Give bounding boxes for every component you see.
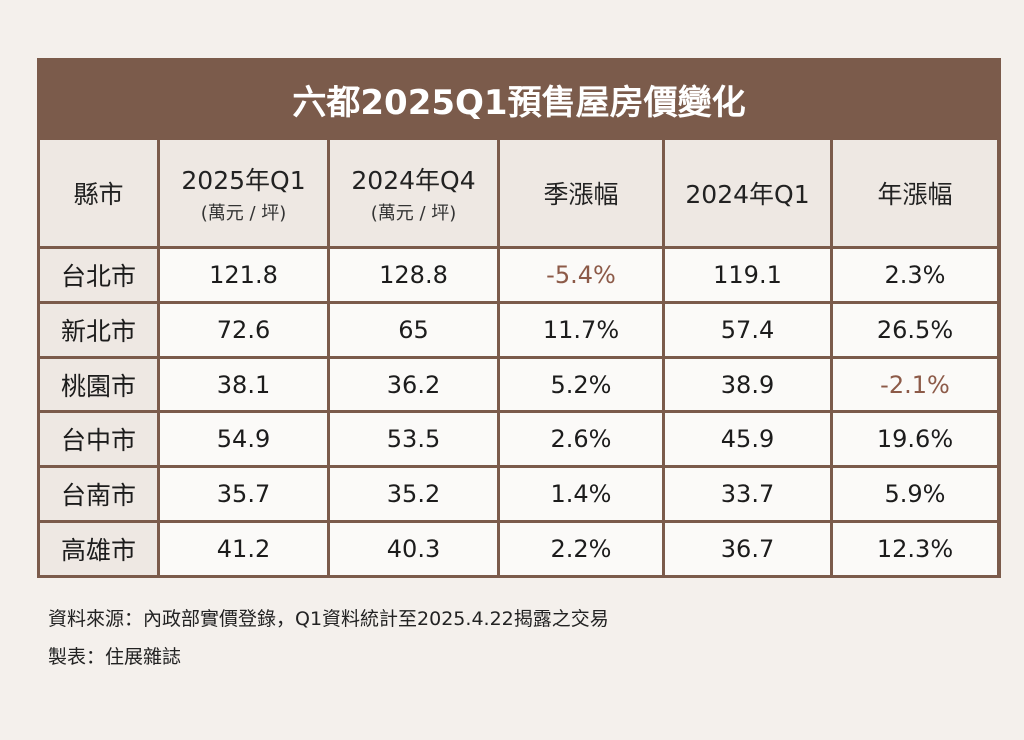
column-header-label: 縣市 (73, 180, 124, 209)
value-cell: 121.8 (160, 249, 327, 301)
value-cell: 72.6 (160, 303, 327, 356)
value-cell: 36.2 (330, 358, 497, 411)
value-cell: 41.2 (160, 523, 327, 575)
value-cell: 38.9 (665, 358, 830, 411)
value-cell: 2.3% (833, 249, 997, 301)
value-cell: 19.6% (833, 413, 997, 466)
value-cell: -5.4% (500, 249, 662, 301)
column-header-label: 年漲幅 (877, 180, 953, 209)
value-cell: 119.1 (665, 249, 830, 301)
city-cell: 桃園市 (40, 358, 157, 411)
column-header: 2024年Q1 (665, 140, 830, 246)
credit-note: 製表：住展雜誌 (48, 646, 182, 668)
value-cell: 128.8 (330, 249, 497, 301)
city-cell: 台中市 (40, 413, 157, 466)
city-cell: 台北市 (40, 249, 157, 301)
source-note: 資料來源：內政部實價登錄，Q1資料統計至2025.4.22揭露之交易 (48, 608, 609, 630)
value-cell: 33.7 (665, 468, 830, 521)
value-cell: 12.3% (833, 523, 997, 575)
value-cell: 5.2% (500, 358, 662, 411)
value-cell: 65 (330, 303, 497, 356)
table-grid: 縣市 2025年Q1 (萬元 / 坪) 2024年Q4 (萬元 / 坪) 季漲幅 2024年… (40, 140, 998, 575)
column-header-label: 2024年Q4 (351, 166, 476, 195)
value-cell: 54.9 (160, 413, 327, 466)
column-header: 縣市 (40, 140, 157, 246)
footer: 資料來源：內政部實價登錄，Q1資料統計至2025.4.22揭露之交易 製表：住展… (48, 600, 609, 676)
column-header-label: 2024年Q1 (685, 180, 810, 209)
column-header-unit: (萬元 / 坪) (370, 203, 457, 224)
city-cell: 高雄市 (40, 523, 157, 575)
column-header-unit: (萬元 / 坪) (200, 203, 287, 224)
value-cell: 35.7 (160, 468, 327, 521)
value-cell: 2.6% (500, 413, 662, 466)
value-cell: 57.4 (665, 303, 830, 356)
value-cell: 36.7 (665, 523, 830, 575)
price-table: 六都2025Q1預售屋房價變化 縣市 2025年Q1 (萬元 / 坪) 2024年Q4… (37, 58, 1001, 578)
column-header: 2025年Q1 (萬元 / 坪) (160, 140, 327, 246)
city-cell: 新北市 (40, 303, 157, 356)
column-header: 年漲幅 (833, 140, 997, 246)
value-cell: 1.4% (500, 468, 662, 521)
column-header-label: 季漲幅 (543, 180, 619, 209)
value-cell: 35.2 (330, 468, 497, 521)
table-title: 六都2025Q1預售屋房價變化 (292, 82, 746, 123)
column-header: 2024年Q4 (萬元 / 坪) (330, 140, 497, 246)
value-cell: -2.1% (833, 358, 997, 411)
value-cell: 2.2% (500, 523, 662, 575)
value-cell: 26.5% (833, 303, 997, 356)
column-header: 季漲幅 (500, 140, 662, 246)
value-cell: 5.9% (833, 468, 997, 521)
value-cell: 38.1 (160, 358, 327, 411)
city-cell: 台南市 (40, 468, 157, 521)
value-cell: 45.9 (665, 413, 830, 466)
value-cell: 11.7% (500, 303, 662, 356)
value-cell: 40.3 (330, 523, 497, 575)
value-cell: 53.5 (330, 413, 497, 466)
column-header-label: 2025年Q1 (181, 166, 306, 195)
